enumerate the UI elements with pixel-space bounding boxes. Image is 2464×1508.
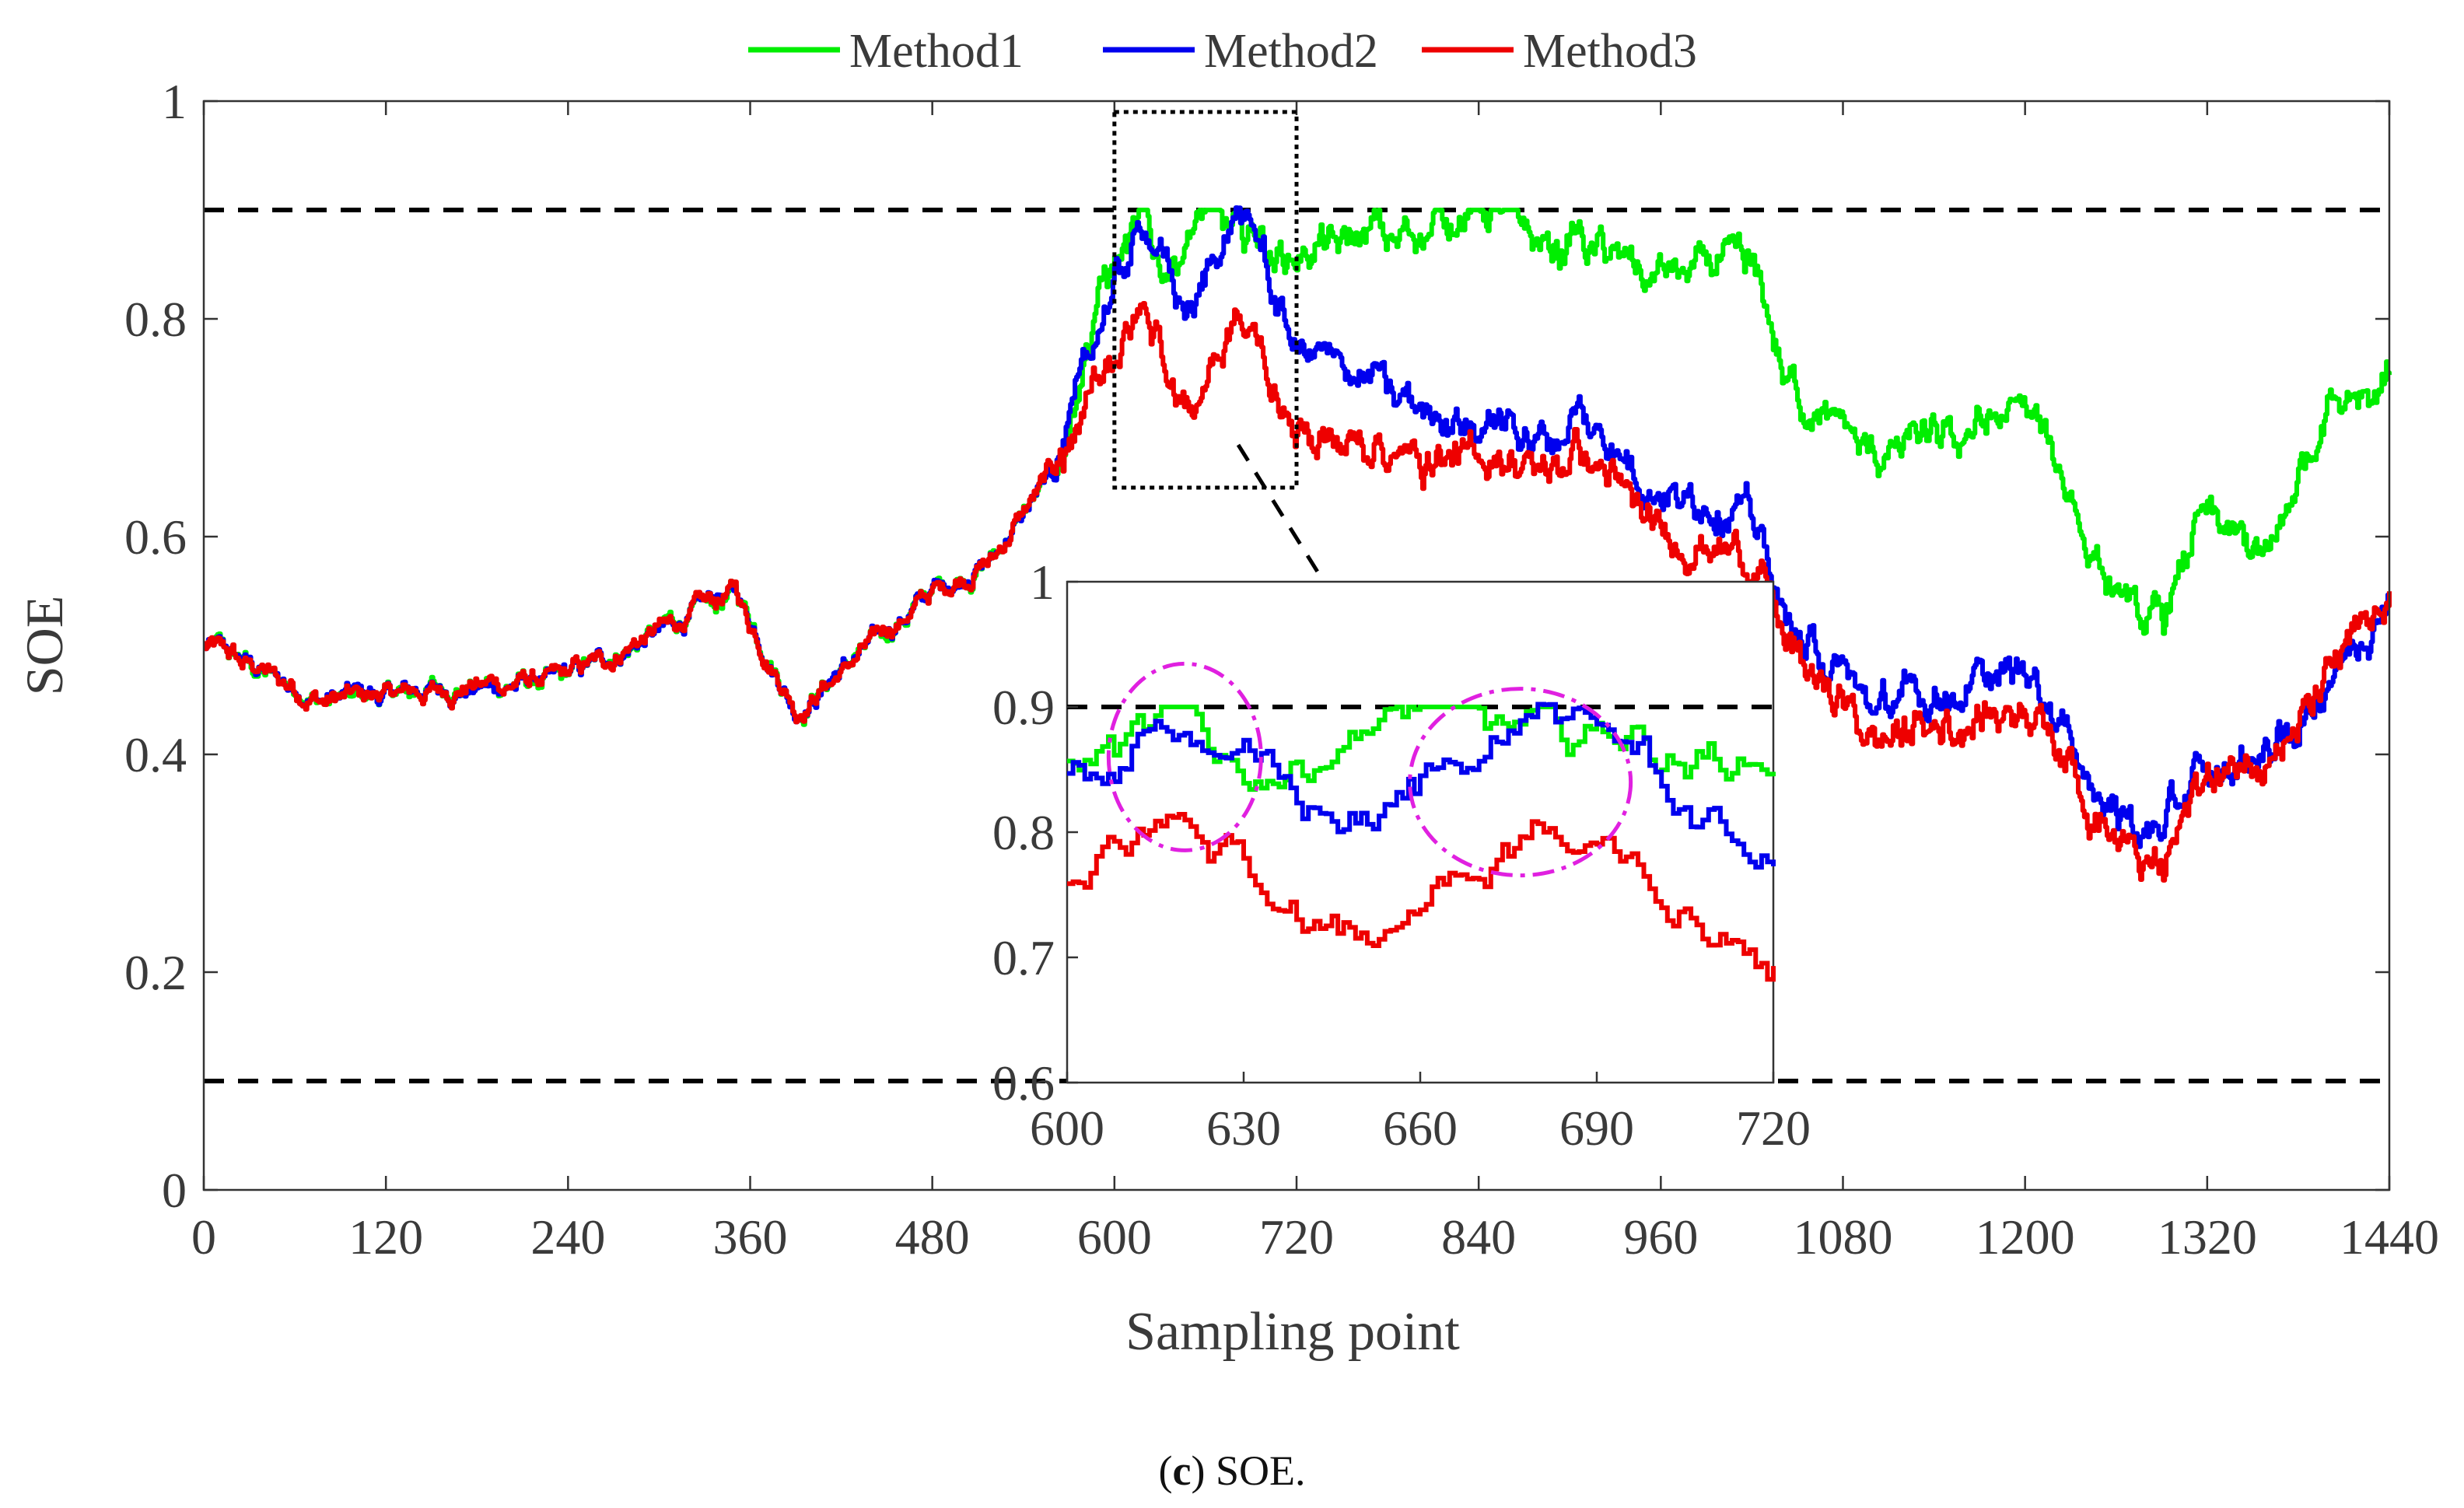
inset-y-tick-label: 1 xyxy=(1030,555,1055,610)
x-tick-label: 120 xyxy=(348,1209,423,1265)
x-tick-label: 840 xyxy=(1441,1209,1516,1265)
y-tick-label: 0 xyxy=(162,1163,187,1218)
zoom-indicator xyxy=(1112,110,1365,634)
main-plot-area xyxy=(204,208,2389,1083)
y-tick-label: 0.4 xyxy=(124,727,187,782)
inset-y-tick-label: 0.6 xyxy=(992,1055,1055,1111)
x-tick-label: 960 xyxy=(1623,1209,1698,1265)
x-axis-label: Sampling point xyxy=(1125,1302,1460,1362)
caption-letter: c xyxy=(1172,1447,1192,1494)
legend-label-method1: Method1 xyxy=(849,25,1024,78)
x-tick-label: 360 xyxy=(713,1209,788,1265)
inset-x-tick-label: 630 xyxy=(1206,1100,1281,1156)
y-tick-label: 0.6 xyxy=(124,509,187,565)
x-tick-label: 1440 xyxy=(2340,1209,2439,1265)
inset-x-tick-label: 660 xyxy=(1383,1100,1458,1156)
x-tick-label: 1200 xyxy=(1976,1209,2075,1265)
inset-series-method2 xyxy=(1067,702,1776,870)
caption-text: SOE. xyxy=(1205,1447,1306,1494)
x-tick-label: 1320 xyxy=(2158,1209,2257,1265)
highlight-ellipse xyxy=(1408,687,1633,878)
inset-y-tick-label: 0.7 xyxy=(992,930,1055,985)
inset-series-method1 xyxy=(1067,705,1776,792)
inset-y-tick-label: 0.9 xyxy=(992,680,1055,735)
legend: Method1 Method2 Method3 xyxy=(748,25,1697,78)
legend-label-method2: Method2 xyxy=(1204,25,1378,78)
x-tick-label: 480 xyxy=(895,1209,970,1265)
main-axes: 0 120 240 360 480 600 720 840 960 1080 1200 1320 144… xyxy=(124,74,2439,1265)
figure-caption: (c) SOE. xyxy=(1158,1447,1306,1494)
inset-x-tick-label: 690 xyxy=(1559,1100,1634,1156)
zoom-region-box xyxy=(1112,110,1299,490)
y-axis-label: SOE xyxy=(15,596,74,695)
y-tick-label: 1 xyxy=(162,74,187,129)
y-tick-label: 0.2 xyxy=(124,945,187,1000)
inset-frame xyxy=(1066,580,1775,1084)
x-tick-label: 0 xyxy=(191,1209,216,1265)
inset-plot: 600 630 660 690 720 0.6 0.7 0.8 0.9 1 xyxy=(992,555,1811,1156)
x-tick-label: 240 xyxy=(530,1209,605,1265)
inset-y-tick-label: 0.8 xyxy=(992,805,1055,860)
x-tick-label: 720 xyxy=(1259,1209,1334,1265)
inset-x-tick-label: 720 xyxy=(1736,1100,1811,1156)
highlight-ellipse xyxy=(1106,661,1263,852)
x-tick-label: 1080 xyxy=(1794,1209,1893,1265)
y-tick-label: 0.8 xyxy=(124,292,187,347)
legend-label-method3: Method3 xyxy=(1523,25,1697,78)
x-tick-label: 600 xyxy=(1077,1209,1152,1265)
inset-x-tick-label: 600 xyxy=(1030,1100,1104,1156)
inset-series-method3 xyxy=(1067,812,1776,982)
